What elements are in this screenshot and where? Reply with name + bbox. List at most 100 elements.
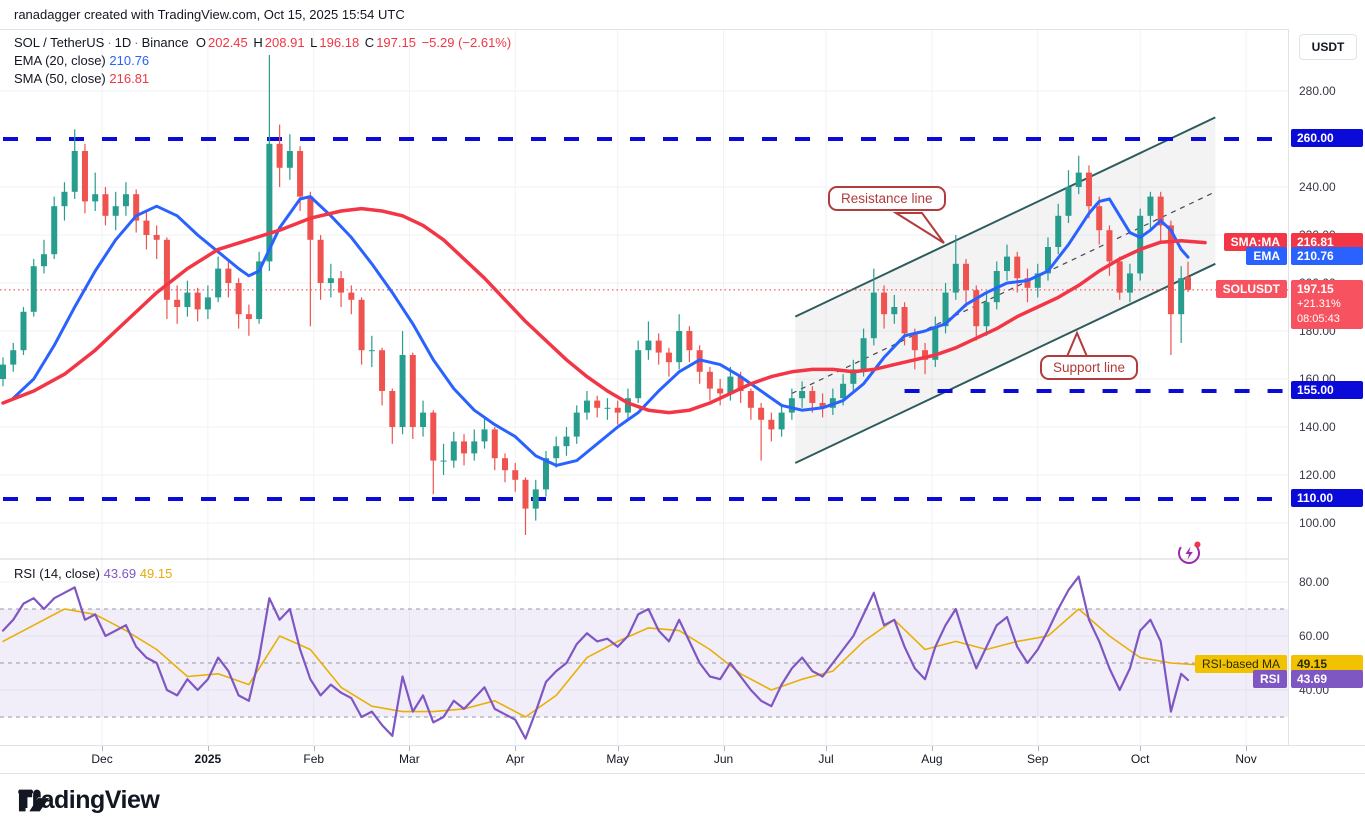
candle-body [379,350,386,391]
month-label: Apr [505,752,525,766]
currency-unit-button[interactable]: USDT [1299,34,1357,60]
candle-body [461,441,468,454]
candle-body [1034,273,1041,288]
ema-label: EMA (20, close) [14,53,106,68]
candle-body [522,479,529,509]
axis-tick-label: 60.00 [1299,629,1330,643]
rsi-value: 43.69 [103,566,137,581]
month-label: Sep [1027,752,1049,766]
flash-icon[interactable] [1174,537,1204,567]
interval-label[interactable]: 1D [114,35,132,50]
month-label: Jul [818,752,834,766]
candle-body [327,278,334,283]
last-price-change: +21.31% [1297,298,1341,310]
exchange-label[interactable]: Binance [141,35,189,50]
candle-body [430,412,437,461]
support-line-callout[interactable]: Support line [1040,355,1139,380]
candle-body [799,391,806,399]
rsi-line [1,575,1190,740]
candle-body [1147,196,1154,216]
rsi-ma-value: 49.15 [139,566,173,581]
resistance-line[interactable] [794,116,1216,318]
candle-body [594,400,601,408]
candle-body [737,376,744,391]
time-tickmark [931,746,933,751]
change-value: −5.29 (−2.61%) [421,35,512,50]
level-110-badge: 110.00 [1291,489,1363,507]
sma-value: 216.81 [109,71,150,86]
candle-body [563,436,570,447]
candle-body [614,407,621,413]
rsi-ma-line [2,608,1206,718]
symbol-axis-chip: SOLUSDT [1215,280,1287,298]
channel-fill[interactable] [795,117,1216,464]
low-value: 196.18 [319,35,360,50]
candle-body [1185,277,1191,290]
axis-tick-label: 280.00 [1299,84,1336,98]
month-label: Oct [1130,752,1150,766]
last-price-badge: 197.15 +21.31% 08:05:43 [1291,280,1363,329]
candle-body [768,419,775,430]
time-axis[interactable]: Dec 2025 Feb Mar Apr May Jun Jul Aug Sep Oct Nov [0,745,1365,774]
candle-body [112,206,119,216]
candle-body [686,331,693,351]
candle-body [542,458,549,490]
candle-body [717,388,724,394]
resistance-line-callout[interactable]: Resistance line [828,186,946,211]
month-label: 2025 [194,752,222,766]
ema20-line [11,195,1190,467]
candle-body [645,340,652,351]
ema-value-badge: 210.76 [1291,247,1363,265]
time-tickmark [515,746,517,751]
candle-body [850,369,857,384]
axis-tick-label: 120.00 [1299,468,1336,482]
candle-body [706,371,713,389]
symbol-name[interactable]: SOL / TetherUS [14,35,105,50]
candle-body [932,326,939,360]
candle-body [51,206,58,255]
candle-body [399,355,406,427]
candle-body [747,391,754,408]
ema-legend-row[interactable]: EMA (20, close) 210.76 [14,52,513,69]
low-key: L [310,35,318,50]
price-axis[interactable]: USDT 280.00240.00220.00200.00180.00160.0… [1288,29,1365,772]
candle-body [635,350,642,399]
month-label: Aug [921,752,943,766]
candle-body [1014,256,1021,279]
tradingview-logo-icon [18,789,50,812]
bar-countdown: 08:05:43 [1297,313,1340,325]
chart-area[interactable]: SOL / TetherUS · 1D · Binance O 202.45 H 208.9… [0,29,1365,774]
candle-body [922,350,929,360]
candle-body [204,297,211,310]
candle-body [983,302,990,327]
rsi-axis-chip: RSI [1252,670,1287,688]
sma-legend-row[interactable]: SMA (50, close) 216.81 [14,70,513,87]
candle-body [532,489,539,509]
candle-body [420,412,427,427]
open-value: 202.45 [208,35,248,50]
candle-body [389,391,396,427]
last-price-value: 197.15 [1297,282,1334,296]
candle-body [471,441,478,454]
candle-body [1157,196,1164,226]
candle-body [440,460,447,462]
rsi-legend[interactable]: RSI (14, close) 43.69 49.15 [14,565,172,583]
support-line[interactable] [794,262,1216,464]
time-tickmark [313,746,315,751]
channel-midline[interactable] [791,191,1216,394]
rsi-value-badge: 43.69 [1291,670,1363,688]
candle-body [952,263,959,293]
candle-body [778,412,785,430]
candle-body [512,470,519,480]
candle-body [901,307,908,334]
high-key: H [253,35,263,50]
candle-body [61,191,68,207]
candle-body [573,412,580,437]
candle-body [655,340,662,353]
candle-body [245,314,252,319]
candle-body [727,376,734,394]
price-and-rsi-chart[interactable] [0,29,1365,772]
symbol-legend-row[interactable]: SOL / TetherUS · 1D · Binance O 202.45 H 208.9… [14,34,513,51]
candle-body [819,403,826,408]
